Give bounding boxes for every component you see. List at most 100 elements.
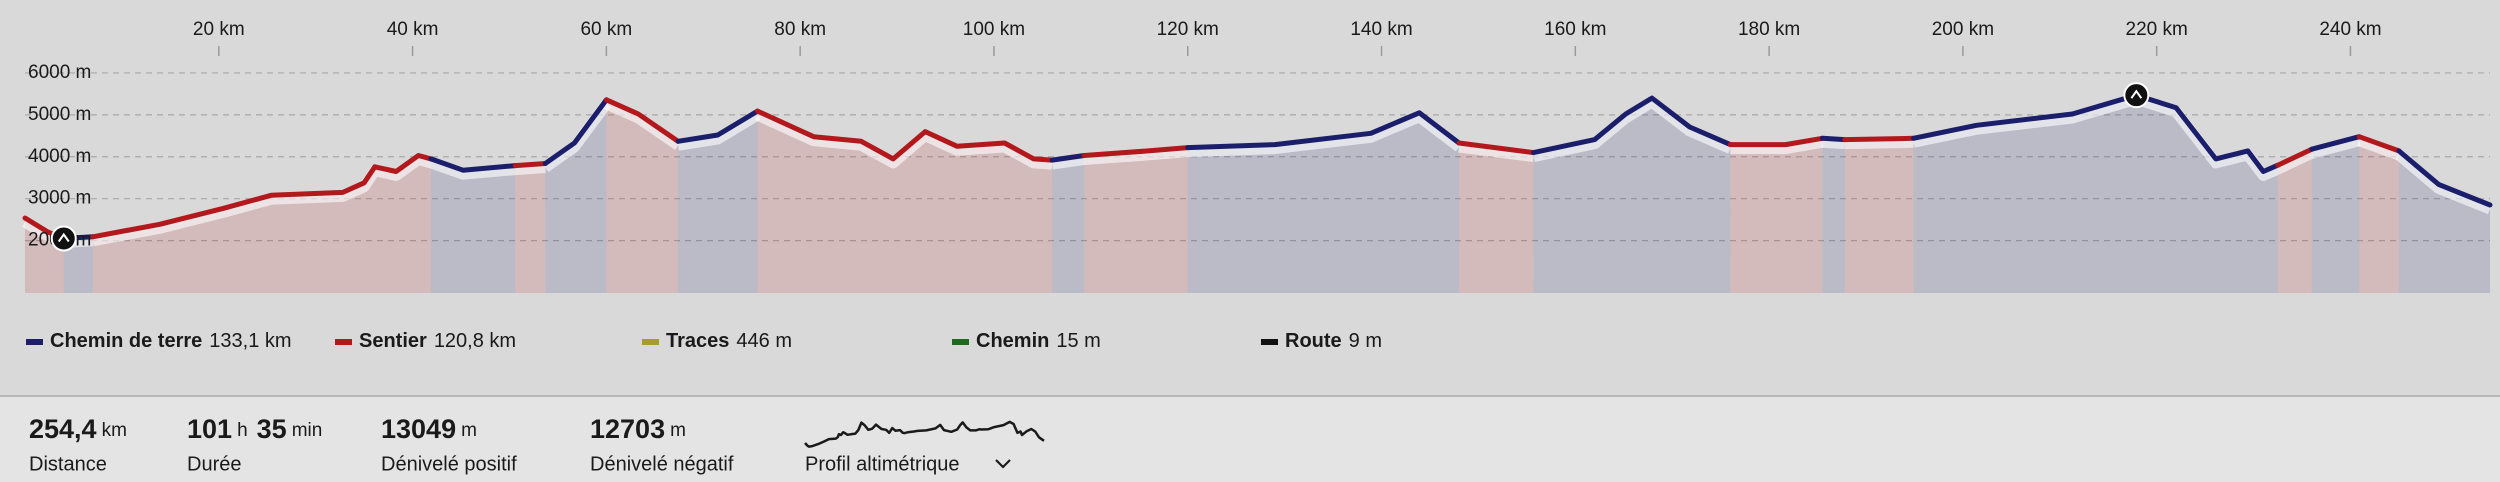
x-tick-label: 100 km — [963, 19, 1025, 40]
x-tick-label: 80 km — [774, 19, 826, 40]
profile-halo — [1532, 96, 1733, 162]
surface-band — [1913, 95, 2278, 293]
route-marker — [50, 225, 77, 252]
y-tick-label: 6000 m — [28, 62, 91, 83]
stat-label: Dénivelé positif — [381, 453, 517, 475]
profile-line — [1911, 92, 2281, 174]
profile-halo — [429, 157, 516, 180]
legend-total: 133,1 km — [209, 330, 291, 352]
surface-band — [92, 155, 432, 293]
x-tick-label: 120 km — [1157, 19, 1219, 40]
surface-band — [545, 99, 607, 293]
x-tick-label: 20 km — [193, 19, 245, 40]
surface-band — [1084, 147, 1188, 293]
stat-unit: m — [461, 420, 477, 441]
x-tick-label: 40 km — [387, 19, 439, 40]
profile-line — [1081, 145, 1191, 158]
profile-line — [428, 156, 518, 173]
profile-line — [1819, 135, 1848, 143]
profile-halo — [1187, 111, 1463, 158]
surface-band — [757, 111, 1053, 293]
y-tick-label: 3000 m — [28, 188, 91, 209]
surface-band — [2359, 136, 2399, 293]
legend-entry: Route 9 m — [1285, 330, 1382, 352]
profile-line — [2356, 134, 2402, 154]
profile-halo — [2395, 150, 2493, 215]
y-tick-label: 5000 m — [28, 104, 91, 125]
profile-halo — [755, 110, 1053, 170]
profile-line — [675, 108, 760, 144]
surface-band — [1730, 138, 1823, 293]
marker-icon — [2130, 89, 2143, 99]
legend-name: Chemin — [976, 330, 1049, 352]
surface-band — [63, 236, 93, 293]
stat-number: 254,4 — [29, 414, 97, 444]
stat-unit: m — [670, 420, 686, 441]
sparkline[interactable] — [804, 420, 1045, 448]
profile-halo — [2275, 148, 2315, 175]
profile-halo — [1458, 141, 1535, 163]
profile-halo — [1083, 146, 1189, 165]
legend-entry: Sentier 120,8 km — [359, 330, 516, 352]
legend-total: 9 m — [1349, 330, 1382, 352]
y-tick-label: 4000 m — [28, 146, 91, 167]
legend-swatch — [335, 339, 352, 345]
stat-unit: h — [237, 420, 248, 441]
profile-line — [1049, 153, 1087, 163]
surface-band — [606, 99, 679, 293]
surface-band — [430, 158, 516, 293]
legend-swatch — [1261, 339, 1278, 345]
legend-total: 446 m — [736, 330, 792, 352]
legend-name: Chemin de terre — [50, 330, 202, 352]
legend-total: 15 m — [1056, 330, 1100, 352]
x-tick-label: 240 km — [2319, 19, 2381, 40]
profile-halo — [604, 98, 682, 150]
profile-line — [2275, 146, 2315, 168]
profile-halo — [1822, 136, 1846, 150]
surface-band — [1187, 112, 1460, 293]
profile-halo — [2310, 135, 2361, 159]
stat-value: 254,4 km — [29, 414, 127, 444]
profile-line — [755, 108, 1055, 163]
profile-line — [2396, 148, 2493, 208]
legend-swatch — [26, 339, 43, 345]
legend-name: Traces — [666, 330, 729, 352]
stat-unit: min — [292, 420, 323, 441]
profile-line — [1456, 140, 1537, 156]
x-tick-label: 140 km — [1350, 19, 1412, 40]
profile-line — [542, 97, 609, 166]
x-tick-label: 200 km — [1932, 19, 1994, 40]
surface-band — [1459, 143, 1534, 293]
stat-unit: km — [102, 420, 127, 441]
profile-halo — [677, 110, 761, 151]
profile-halo — [91, 154, 433, 247]
chevron-icon[interactable] — [995, 459, 1011, 469]
marker-icon — [57, 232, 70, 243]
route-marker — [2123, 82, 2150, 109]
surface-band — [515, 163, 546, 293]
profile-line — [603, 97, 681, 144]
profile-button[interactable]: Profil altimétrique — [805, 453, 960, 475]
legend-entry: Chemin 15 m — [976, 330, 1101, 352]
x-tick-label: 60 km — [580, 19, 632, 40]
profile-halo — [2357, 135, 2401, 161]
x-tick-label: 220 km — [2126, 19, 2188, 40]
surface-band — [1052, 155, 1085, 293]
profile-line — [2309, 134, 2362, 152]
legend-swatch — [642, 339, 659, 345]
profile-halo — [1844, 136, 1914, 150]
stat-value: 13049 m — [381, 414, 477, 444]
chart-background — [0, 0, 2500, 396]
stat-number: 13049 — [381, 414, 456, 444]
stat-number: 101 — [187, 414, 232, 444]
legend-swatch — [952, 339, 969, 345]
stat-label: Durée — [187, 453, 241, 475]
stat-number: 35 — [257, 414, 287, 444]
surface-band — [2311, 136, 2360, 293]
stat-label: Dénivelé négatif — [590, 453, 734, 475]
surface-band — [678, 111, 758, 293]
legend-name: Route — [1285, 330, 1342, 352]
surface-band — [1844, 138, 1914, 293]
stat-value: 12703 m — [590, 414, 686, 444]
